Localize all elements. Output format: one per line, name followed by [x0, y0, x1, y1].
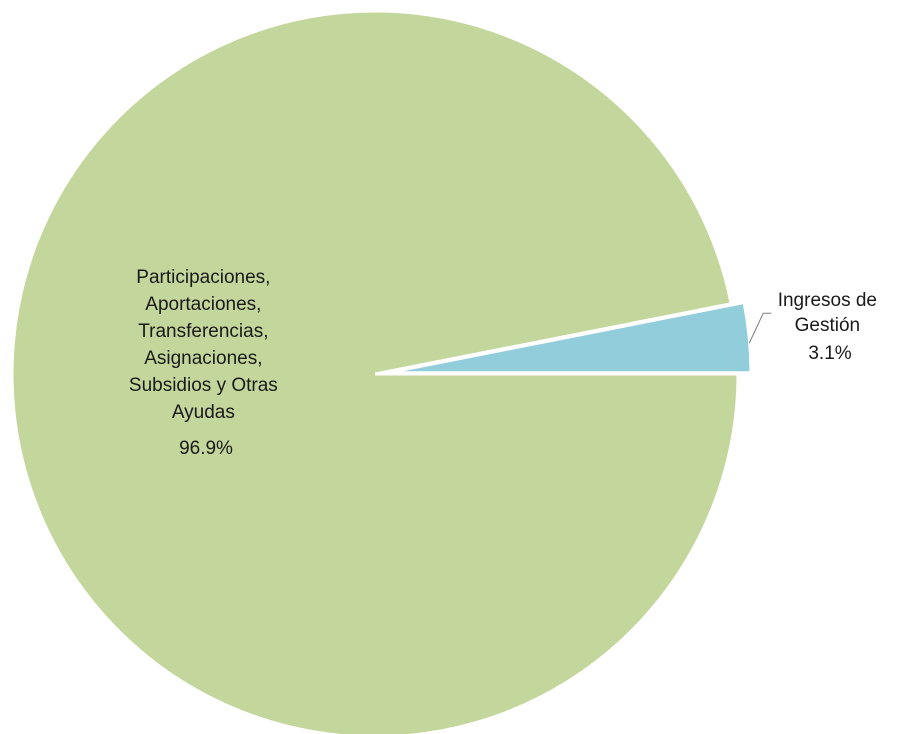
- slice-label-participaciones: Participaciones, Aportaciones, Transfere…: [129, 267, 283, 459]
- slice-value-participaciones: 96.9%: [179, 438, 233, 459]
- slice-value-ingresos: 3.1%: [808, 343, 851, 364]
- pie-slices: [10, 9, 753, 734]
- slice-label-participaciones-line-5: Subsidios y Otras: [129, 375, 278, 396]
- slice-label-participaciones-line-2: Aportaciones,: [145, 294, 261, 315]
- slice-label-ingresos-line-2: Gestión: [795, 315, 860, 336]
- pie-slice-ingresos: [387, 300, 753, 375]
- slice-label-ingresos-line-1: Ingresos de: [778, 290, 877, 311]
- slice-label-ingresos: Ingresos de Gestión 3.1%: [778, 290, 883, 364]
- slice-label-participaciones-line-4: Asignaciones,: [144, 348, 262, 369]
- slice-label-participaciones-line-1: Participaciones,: [136, 267, 270, 288]
- slice-label-participaciones-line-6: Ayudas: [172, 402, 235, 423]
- leader-line-ingresos: [748, 312, 772, 344]
- pie-slice-participaciones: [10, 9, 740, 734]
- slice-label-participaciones-line-3: Transferencias,: [138, 321, 268, 342]
